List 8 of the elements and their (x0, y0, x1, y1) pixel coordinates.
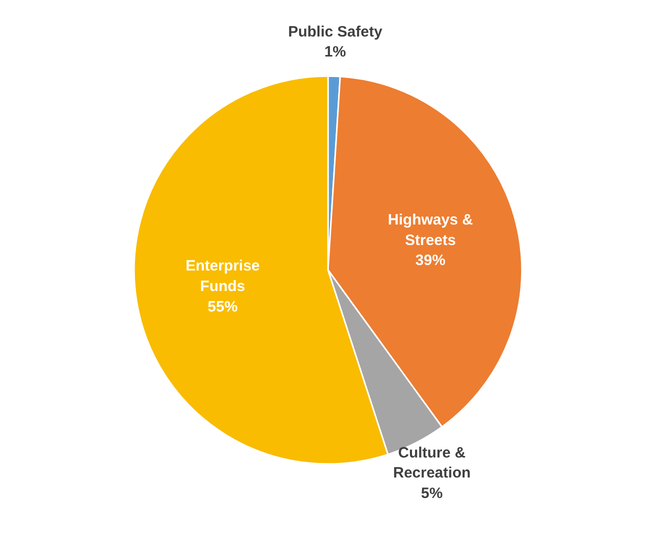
data-label: 55% (208, 298, 238, 316)
data-label: 5% (421, 485, 443, 502)
data-label: 39% (415, 252, 446, 270)
slice-label: Highways & Streets (388, 211, 474, 249)
slice-label: Public Safety (288, 23, 383, 40)
slice-label: Enterprise Funds (186, 258, 260, 296)
data-label: 1% (324, 44, 346, 61)
slice-label: Culture & Recreation (393, 444, 471, 482)
